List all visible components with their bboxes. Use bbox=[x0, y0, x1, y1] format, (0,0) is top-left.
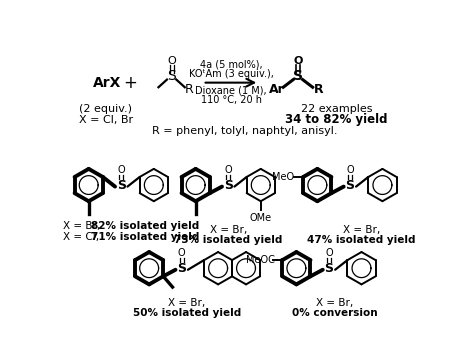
Text: 82% isolated yield: 82% isolated yield bbox=[91, 221, 199, 231]
Text: 110 °C, 20 h: 110 °C, 20 h bbox=[201, 95, 262, 105]
Text: MeO: MeO bbox=[272, 172, 294, 182]
Text: 22 examples: 22 examples bbox=[301, 104, 373, 114]
Text: S: S bbox=[324, 262, 333, 275]
Text: Dioxane (1 M),: Dioxane (1 M), bbox=[195, 85, 267, 95]
Text: O: O bbox=[346, 165, 354, 175]
Text: X = Cl,: X = Cl, bbox=[63, 232, 106, 242]
Text: S: S bbox=[224, 179, 233, 192]
Text: S: S bbox=[117, 179, 126, 192]
Text: X = Br,: X = Br, bbox=[63, 221, 107, 231]
Text: +: + bbox=[124, 73, 137, 92]
Text: Ar: Ar bbox=[269, 83, 285, 96]
Text: S: S bbox=[293, 70, 303, 83]
Text: O: O bbox=[325, 248, 333, 258]
Text: O: O bbox=[178, 248, 185, 258]
Text: X = Cl, Br: X = Cl, Br bbox=[79, 115, 133, 125]
Text: S: S bbox=[346, 179, 355, 192]
Text: 0% conversion: 0% conversion bbox=[292, 308, 377, 318]
Text: X = Br,: X = Br, bbox=[316, 298, 353, 308]
Text: ArX: ArX bbox=[93, 76, 121, 90]
Text: S: S bbox=[177, 262, 186, 275]
Text: 50% isolated yield: 50% isolated yield bbox=[133, 308, 241, 318]
Text: (2 equiv.): (2 equiv.) bbox=[79, 104, 132, 114]
Text: X = Br,: X = Br, bbox=[343, 225, 380, 235]
Text: OMe: OMe bbox=[250, 213, 272, 223]
Text: MeOC: MeOC bbox=[246, 255, 275, 265]
Text: O: O bbox=[224, 165, 232, 175]
Text: 47% isolated yield: 47% isolated yield bbox=[307, 235, 416, 246]
Text: 71% isolated yield: 71% isolated yield bbox=[91, 232, 200, 242]
Text: O: O bbox=[167, 56, 176, 66]
Text: O: O bbox=[118, 165, 125, 175]
Text: X = Br,: X = Br, bbox=[210, 225, 247, 235]
Text: 34 to 82% yield: 34 to 82% yield bbox=[285, 113, 388, 126]
Text: R: R bbox=[185, 83, 194, 96]
Text: 73% isolated yield: 73% isolated yield bbox=[174, 235, 283, 246]
Text: S: S bbox=[167, 70, 176, 83]
Text: O: O bbox=[293, 56, 302, 66]
Text: R = phenyl, tolyl, naphtyl, anisyl.: R = phenyl, tolyl, naphtyl, anisyl. bbox=[152, 126, 338, 136]
Text: KOᵗAm (3 equiv.),: KOᵗAm (3 equiv.), bbox=[189, 69, 274, 79]
Text: R: R bbox=[314, 83, 324, 96]
Text: X = Br,: X = Br, bbox=[168, 298, 206, 308]
Text: 4a (5 mol%),: 4a (5 mol%), bbox=[200, 59, 263, 69]
